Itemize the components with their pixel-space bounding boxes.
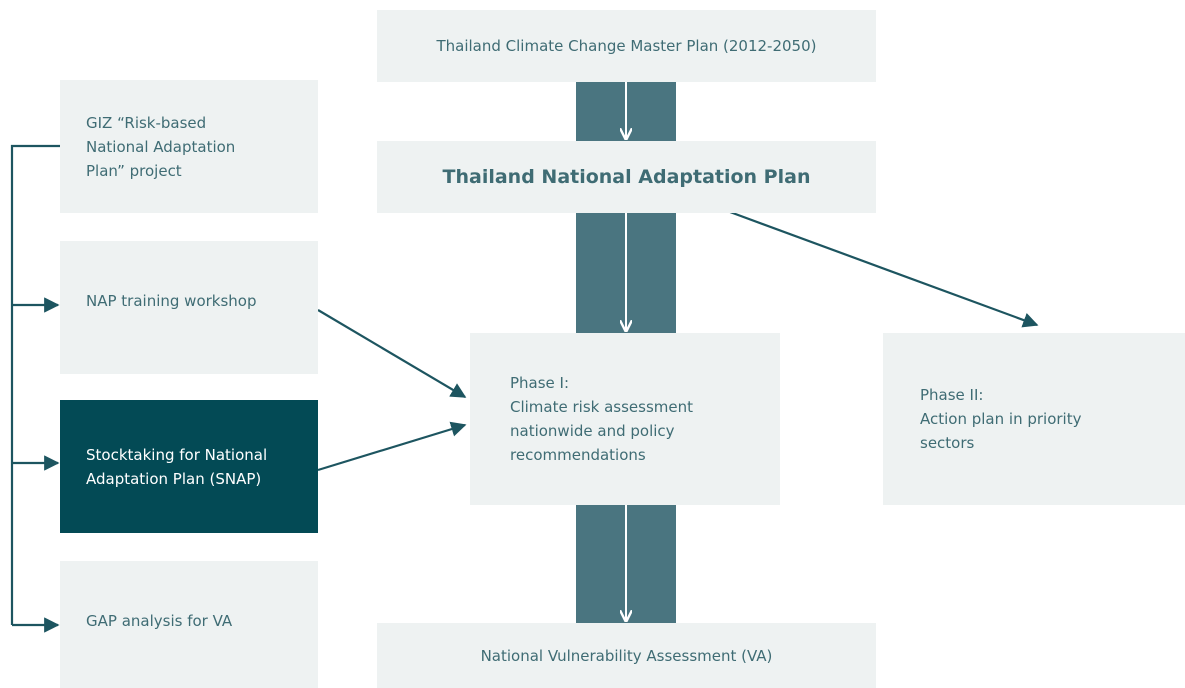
phase2-box: Phase II: Action plan in priority sectors	[883, 333, 1185, 505]
node-text: NAP training workshop	[86, 291, 257, 310]
node-text: GAP analysis for VA	[86, 611, 233, 630]
node-text: National Vulnerability Assessment (VA)	[480, 646, 773, 665]
phase1-box: Phase I: Climate risk assessment nationwid…	[470, 333, 780, 505]
gap-box: GAP analysis for VA	[60, 561, 318, 688]
node-text: GIZ “Risk-based	[86, 113, 207, 132]
node-text: Stocktaking for National	[86, 445, 268, 464]
node-text: Phase II:	[920, 386, 984, 404]
node-text: Phase I:	[510, 374, 570, 392]
nap-box: Thailand National Adaptation Plan	[377, 141, 876, 213]
snap-box: Stocktaking for National Adaptation Plan …	[60, 400, 318, 533]
node-text: Action plan in priority	[920, 410, 1082, 428]
bracket	[10, 144, 1039, 633]
node-text: National Adaptation	[86, 137, 236, 156]
node-text: recommendations	[510, 446, 646, 464]
node-text: Thailand National Adaptation Plan	[442, 166, 811, 188]
node-text: sectors	[920, 434, 975, 452]
master-plan-box: Thailand Climate Change Master Plan (201…	[377, 10, 876, 82]
node-text: Climate risk assessment	[510, 398, 694, 416]
giz-box: GIZ “Risk-based National Adaptation Plan” …	[60, 80, 318, 213]
node-text: Adaptation Plan (SNAP)	[86, 469, 262, 488]
node-text: Plan” project	[86, 161, 182, 180]
node-text: nationwide and policy	[510, 422, 675, 440]
training-box: NAP training workshop	[60, 241, 318, 374]
node-text: Thailand Climate Change Master Plan (201…	[436, 37, 817, 55]
va-box: National Vulnerability Assessment (VA)	[377, 623, 876, 688]
